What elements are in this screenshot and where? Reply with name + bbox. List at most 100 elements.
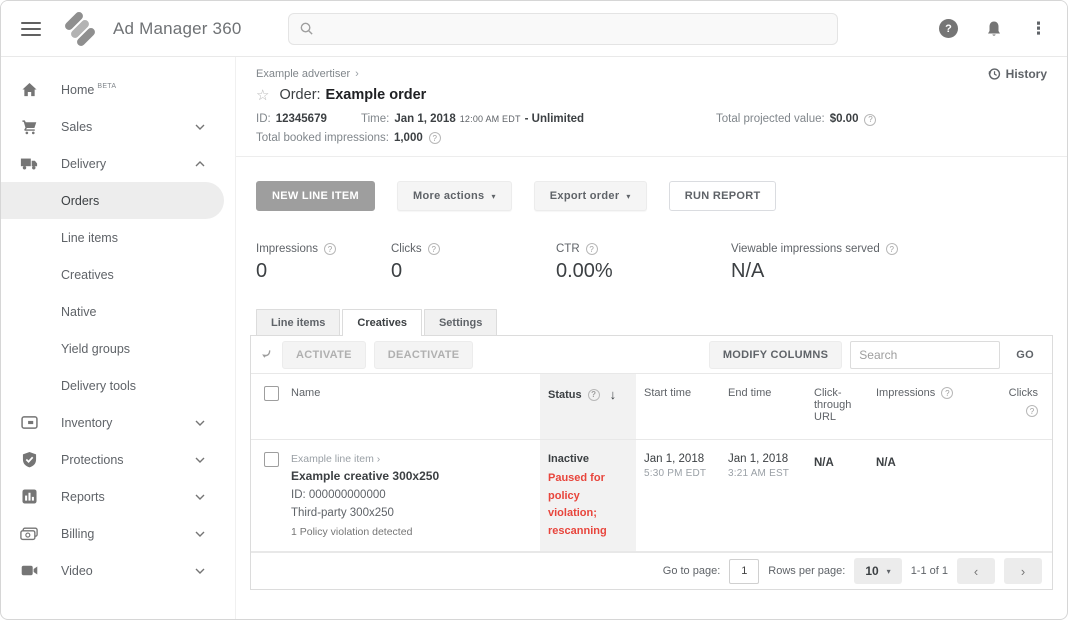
status-alert-text: Paused for policy violation; rescanning (548, 472, 607, 537)
next-page-button[interactable]: › (1004, 558, 1042, 584)
tab-creatives[interactable]: Creatives (342, 309, 422, 336)
chevron-down-icon (195, 494, 205, 500)
help-icon[interactable]: ? (939, 19, 958, 38)
sidebar-item-protections[interactable]: Protections (1, 441, 235, 478)
export-order-button[interactable]: Export order ▾ (533, 181, 647, 211)
sidebar-item-label: Billing (61, 526, 95, 541)
history-label: History (1005, 67, 1047, 81)
dropdown-caret-icon: ▾ (491, 191, 496, 201)
ad-manager-logo-icon (63, 9, 99, 48)
creative-id: ID: 000000000000 (291, 489, 386, 501)
action-bar: NEW LINE ITEM More actions ▾ Export order… (236, 157, 1067, 211)
sidebar-item-line-items[interactable]: Line items (61, 230, 118, 245)
creatives-table: ACTIVATE DEACTIVATE MODIFY COLUMNS GO Na… (250, 335, 1053, 590)
column-header-status[interactable]: Status ? ↓ (540, 374, 636, 439)
breadcrumb[interactable]: Example advertiser (256, 68, 351, 80)
chevron-up-icon (195, 160, 205, 167)
help-icon[interactable]: ? (864, 113, 877, 126)
stats-row: Impressions? 0 Clicks? 0 CTR? 0.00% View… (236, 211, 1067, 283)
activate-button[interactable]: ACTIVATE (282, 340, 366, 369)
sidebar-item-yield-groups[interactable]: Yield groups (61, 341, 131, 356)
search-icon (299, 21, 314, 36)
star-icon[interactable]: ☆ (256, 87, 270, 104)
row-checkbox[interactable] (263, 452, 279, 467)
sidebar-item-label: Inventory (61, 415, 113, 430)
breadcrumb-caret-icon: › (355, 68, 359, 80)
sidebar-item-delivery-tools[interactable]: Delivery tools (61, 378, 137, 393)
help-icon[interactable]: ? (885, 243, 898, 255)
sidebar-item-label: Reports (61, 489, 105, 504)
table-row[interactable]: Example line item › Example creative 300… (251, 440, 1052, 552)
column-header-name[interactable]: Name (291, 387, 321, 399)
page-number-input[interactable] (729, 558, 760, 584)
notifications-icon[interactable] (986, 20, 1002, 38)
modify-columns-button[interactable]: MODIFY COLUMNS (708, 340, 843, 369)
home-icon (19, 82, 39, 97)
help-icon[interactable]: ? (941, 387, 954, 399)
sort-descending-icon[interactable]: ↓ (609, 387, 617, 402)
run-report-button[interactable]: RUN REPORT (668, 181, 777, 211)
click-through-url-cell: N/A (814, 457, 834, 469)
table-search-input[interactable] (850, 340, 1001, 369)
sidebar-item-label: Sales (61, 119, 93, 134)
sidebar-item-creatives[interactable]: Creatives (61, 267, 114, 282)
sidebar-item-orders[interactable]: Orders (1, 182, 224, 219)
help-icon[interactable]: ? (427, 243, 440, 255)
search-go-button[interactable]: GO (1008, 349, 1042, 361)
stat-impressions: Impressions? 0 (256, 243, 391, 283)
expand-hierarchy-icon[interactable] (261, 349, 272, 360)
column-header-start-time[interactable]: Start time (644, 387, 692, 399)
help-icon[interactable]: ? (324, 243, 336, 255)
status-cell: Inactive Paused for policy violation; re… (540, 440, 636, 551)
select-all-checkbox[interactable] (263, 386, 279, 401)
chevron-down-icon (195, 531, 205, 537)
stat-ctr: CTR? 0.00% (556, 243, 731, 283)
tab-settings[interactable]: Settings (423, 309, 498, 335)
status-badge: Inactive (548, 453, 589, 465)
column-header-click-through-url[interactable]: Click-through URL (814, 387, 852, 423)
help-icon[interactable]: ? (585, 243, 598, 255)
creative-name-cell: Example line item › Example creative 300… (291, 440, 540, 551)
start-time-cell: Jan 1, 2018 5:30 PM EDT (644, 453, 707, 479)
sidebar-item-inventory[interactable]: Inventory (1, 404, 235, 441)
help-icon[interactable]: ? (1026, 405, 1038, 417)
sidebar-item-home[interactable]: Home BETA (1, 71, 235, 108)
tab-line-items[interactable]: Line items (256, 309, 341, 335)
deactivate-button[interactable]: DEACTIVATE (373, 340, 474, 369)
parent-line-item-link[interactable]: Example line item › (291, 453, 381, 465)
help-icon[interactable]: ? (587, 388, 600, 401)
page-title-prefix: Order: (279, 87, 321, 103)
stat-viewable-impressions: Viewable impressions served? N/A (731, 243, 898, 283)
sidebar-item-label: Protections (61, 452, 124, 467)
sidebar-item-sales[interactable]: Sales (1, 108, 235, 145)
sidebar-item-native[interactable]: Native (61, 304, 97, 319)
cart-icon (19, 119, 39, 135)
more-options-icon[interactable]: ⋮ (1030, 19, 1047, 38)
sidebar-item-reports[interactable]: Reports (1, 478, 235, 515)
goto-page-label: Go to page: (662, 565, 721, 577)
main-content: Example advertiser › History ☆ Order: Ex… (236, 57, 1067, 619)
help-icon[interactable]: ? (428, 132, 441, 144)
menu-icon[interactable] (21, 21, 41, 36)
order-id: ID: 12345679 (256, 113, 327, 125)
sidebar-item-label: Video (61, 563, 93, 578)
dropdown-caret-icon: ▾ (886, 566, 891, 576)
sidebar-item-billing[interactable]: Billing (1, 515, 235, 552)
end-time-cell: Jan 1, 2018 3:21 AM EST (728, 453, 790, 479)
billing-icon (19, 526, 39, 541)
global-search[interactable] (287, 12, 838, 45)
sidebar-item-video[interactable]: Video (1, 552, 235, 589)
global-search-input[interactable] (321, 21, 827, 36)
rows-per-page-select[interactable]: 10 ▾ (854, 558, 902, 584)
previous-page-button[interactable]: ‹ (957, 558, 995, 584)
more-actions-button[interactable]: More actions ▾ (397, 181, 512, 211)
new-line-item-button[interactable]: NEW LINE ITEM (256, 181, 376, 211)
sidebar-item-delivery[interactable]: Delivery (1, 145, 235, 182)
rows-per-page-label: Rows per page: (768, 565, 846, 577)
creative-name-link[interactable]: Example creative 300x250 (291, 469, 440, 483)
column-header-clicks[interactable]: Clicks? (1008, 387, 1038, 417)
column-header-end-time[interactable]: End time (728, 387, 772, 399)
history-button[interactable]: History (987, 67, 1047, 81)
column-header-impressions[interactable]: Impressions? (876, 374, 980, 439)
